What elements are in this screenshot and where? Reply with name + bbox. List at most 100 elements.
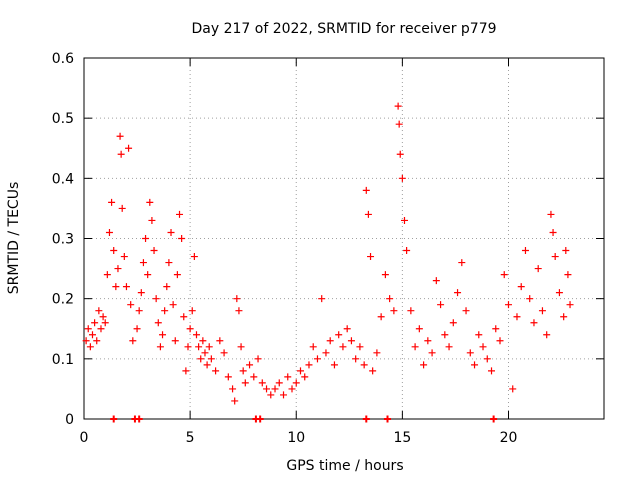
data-point — [258, 379, 266, 387]
data-point — [105, 228, 113, 236]
data-point — [275, 379, 283, 387]
data-point — [116, 132, 124, 140]
data-point — [562, 247, 570, 255]
data-point — [543, 331, 551, 339]
data-point — [203, 361, 211, 369]
data-point — [386, 295, 394, 303]
data-point — [367, 253, 375, 261]
data-point — [458, 259, 466, 267]
data-point — [237, 343, 245, 351]
data-point — [292, 379, 300, 387]
data-point — [99, 313, 107, 321]
data-point — [216, 337, 224, 345]
y-tick-label: 0.4 — [52, 171, 74, 187]
data-point — [114, 265, 122, 273]
data-point — [197, 355, 205, 363]
y-axis-label: SRMTID / TECUs — [6, 182, 22, 295]
data-point — [424, 337, 432, 345]
data-point — [199, 337, 207, 345]
data-point — [428, 349, 436, 357]
data-point — [112, 283, 120, 291]
zero-value-marker — [110, 415, 118, 423]
data-point — [190, 253, 198, 261]
data-point — [263, 385, 271, 393]
data-point — [125, 144, 133, 152]
data-point — [167, 228, 175, 236]
data-point — [564, 271, 572, 279]
data-point — [396, 150, 404, 158]
data-point — [110, 247, 118, 255]
data-point — [509, 385, 517, 393]
data-point — [97, 325, 105, 333]
data-point — [165, 259, 173, 267]
data-point — [178, 235, 186, 242]
data-point — [171, 337, 179, 345]
data-point — [82, 337, 90, 345]
data-point — [517, 283, 525, 291]
data-point — [150, 247, 158, 255]
y-tick-label: 0 — [65, 412, 74, 428]
data-point — [449, 319, 457, 327]
data-point — [330, 361, 338, 369]
data-point — [318, 295, 326, 303]
data-point — [326, 337, 334, 345]
data-point — [432, 277, 440, 285]
data-point — [400, 216, 408, 224]
data-point — [173, 271, 181, 279]
data-point — [335, 331, 343, 339]
data-point — [159, 331, 167, 339]
data-point — [284, 373, 292, 381]
data-point — [212, 367, 220, 375]
y-tick-label: 0.3 — [52, 232, 74, 248]
data-point — [161, 307, 169, 315]
data-point — [144, 271, 152, 279]
data-point — [139, 259, 147, 267]
y-tick-label: 0.5 — [52, 111, 74, 127]
chart-title: Day 217 of 2022, SRMTID for receiver p77… — [191, 21, 496, 37]
data-point — [220, 349, 228, 357]
data-point — [441, 331, 449, 339]
data-point — [462, 307, 470, 315]
data-point — [169, 301, 177, 309]
data-point — [347, 337, 355, 345]
data-point — [231, 397, 239, 405]
zero-value-marker — [135, 415, 143, 423]
data-point — [356, 343, 364, 351]
data-point — [390, 307, 398, 315]
data-point — [437, 301, 445, 309]
data-point — [88, 331, 96, 339]
data-point — [182, 367, 190, 375]
data-point — [239, 367, 247, 375]
data-point — [504, 301, 512, 309]
data-point — [224, 373, 232, 381]
data-point — [120, 253, 128, 261]
data-point — [352, 355, 360, 363]
data-point — [184, 343, 192, 351]
data-point — [154, 319, 162, 327]
data-point — [500, 271, 508, 279]
data-point — [454, 289, 462, 297]
data-point — [146, 198, 154, 206]
x-tick-label: 20 — [500, 430, 518, 446]
data-point — [395, 120, 403, 128]
data-point — [471, 361, 479, 369]
data-point — [411, 343, 419, 351]
data-point — [142, 235, 150, 242]
data-point — [305, 361, 313, 369]
data-point — [555, 289, 563, 297]
data-point — [192, 331, 200, 339]
data-point — [205, 343, 213, 351]
data-point — [118, 204, 126, 212]
data-point — [280, 391, 288, 399]
data-point — [398, 174, 406, 182]
data-point — [445, 343, 453, 351]
data-point — [241, 379, 249, 387]
data-point — [373, 349, 381, 357]
data-point — [122, 283, 130, 291]
y-tick-label: 0.6 — [52, 51, 74, 67]
data-point — [84, 325, 92, 333]
data-point — [233, 295, 241, 303]
data-point — [381, 271, 389, 279]
data-point — [534, 265, 542, 273]
